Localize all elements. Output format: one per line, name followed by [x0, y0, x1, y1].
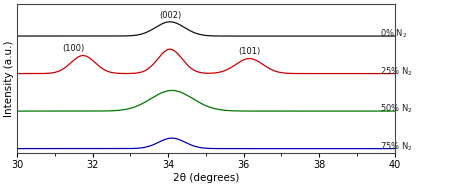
Text: 75% N$_2$: 75% N$_2$ [380, 140, 412, 153]
Y-axis label: Intensity (a.u.): Intensity (a.u.) [4, 40, 14, 117]
Text: (101): (101) [238, 47, 261, 56]
Text: 25% N$_2$: 25% N$_2$ [380, 65, 412, 78]
Text: 50% N$_2$: 50% N$_2$ [380, 103, 412, 115]
X-axis label: 2θ (degrees): 2θ (degrees) [173, 173, 239, 183]
Text: 0% N$_2$: 0% N$_2$ [380, 27, 407, 40]
Text: (002): (002) [159, 11, 181, 20]
Text: (100): (100) [63, 44, 85, 53]
